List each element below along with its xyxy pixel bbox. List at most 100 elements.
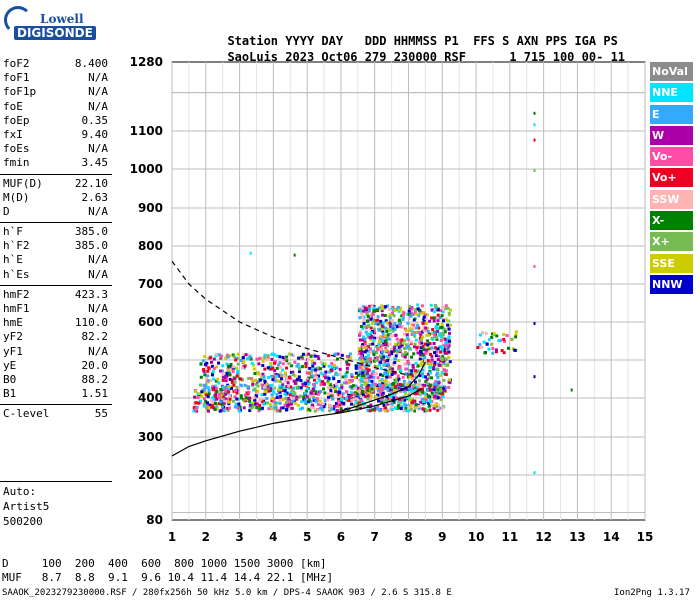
echo-point bbox=[278, 361, 282, 365]
param-key: foEs bbox=[3, 142, 30, 156]
echo-point bbox=[238, 405, 242, 409]
header-value: 279 bbox=[364, 50, 387, 64]
echo-point bbox=[407, 409, 411, 413]
echo-point bbox=[317, 378, 321, 382]
x-tick-label: 6 bbox=[337, 530, 345, 544]
echo-point bbox=[354, 391, 358, 395]
echo-point bbox=[366, 335, 370, 339]
echo-point bbox=[225, 353, 229, 357]
echo-point bbox=[402, 346, 406, 350]
echo-point bbox=[367, 384, 371, 388]
echo-point bbox=[423, 408, 427, 412]
echo-point bbox=[367, 376, 371, 380]
echo-point bbox=[366, 408, 370, 412]
echo-point bbox=[221, 395, 225, 399]
echo-point bbox=[239, 396, 243, 400]
echo-point bbox=[207, 389, 211, 393]
echo-point bbox=[433, 385, 437, 389]
echo-point bbox=[412, 323, 416, 327]
echo-point bbox=[444, 357, 448, 361]
echo-point bbox=[368, 390, 372, 394]
echo-point bbox=[289, 391, 293, 395]
echo-point bbox=[403, 403, 407, 407]
echo-point bbox=[234, 402, 238, 406]
echo-point bbox=[328, 404, 332, 408]
echo-point bbox=[211, 370, 215, 374]
echo-point bbox=[514, 335, 518, 339]
echo-point bbox=[430, 395, 434, 399]
header-value: 100 bbox=[552, 50, 575, 64]
echo-point bbox=[420, 330, 424, 334]
echo-point bbox=[428, 397, 432, 401]
echo-point bbox=[497, 339, 501, 343]
echo-point bbox=[361, 393, 365, 397]
param-row: B1 1.51 bbox=[0, 387, 112, 401]
echo-point bbox=[248, 399, 252, 403]
echo-point bbox=[365, 312, 369, 316]
echo-point bbox=[367, 379, 371, 383]
isolated-echo-point bbox=[533, 322, 536, 325]
echo-point bbox=[369, 317, 373, 321]
echo-point bbox=[381, 350, 385, 354]
echo-point bbox=[237, 409, 241, 413]
echo-point bbox=[275, 396, 279, 400]
echo-point bbox=[394, 342, 398, 346]
echo-point bbox=[382, 379, 386, 383]
echo-point bbox=[399, 341, 403, 345]
echo-point bbox=[217, 361, 221, 365]
echo-point bbox=[288, 393, 292, 397]
echo-point bbox=[313, 385, 317, 389]
x-tick-label: 1 bbox=[168, 530, 176, 544]
echo-point bbox=[410, 389, 414, 393]
echo-point bbox=[420, 397, 424, 401]
echo-point bbox=[389, 391, 393, 395]
echo-point bbox=[356, 373, 360, 377]
echo-point bbox=[198, 392, 202, 396]
echo-point bbox=[338, 372, 342, 376]
echo-point bbox=[390, 394, 394, 398]
echo-point bbox=[270, 399, 274, 403]
echo-point bbox=[312, 398, 316, 402]
echo-point bbox=[244, 396, 248, 400]
echo-point bbox=[414, 373, 418, 377]
echo-point bbox=[360, 399, 364, 403]
echo-point bbox=[226, 368, 230, 372]
auto-program: Artist5 bbox=[3, 500, 50, 513]
footer-version: Ion2Png 1.3.17 bbox=[614, 588, 690, 598]
echo-point bbox=[335, 384, 339, 388]
echo-point bbox=[230, 380, 234, 384]
echo-point bbox=[232, 355, 236, 359]
echo-point bbox=[368, 358, 372, 362]
echo-point bbox=[317, 357, 321, 361]
echo-point bbox=[418, 374, 422, 378]
echo-point bbox=[334, 352, 338, 356]
echo-point bbox=[434, 335, 438, 339]
echo-point bbox=[317, 366, 320, 370]
param-key: yE bbox=[3, 358, 17, 372]
echo-point bbox=[426, 372, 430, 376]
echo-point bbox=[408, 346, 412, 350]
echo-point bbox=[260, 356, 264, 360]
echo-point bbox=[281, 355, 285, 359]
echo-point bbox=[258, 356, 262, 360]
echo-point bbox=[491, 351, 495, 355]
echo-point bbox=[392, 381, 396, 385]
y-tick-label: 1100 bbox=[130, 124, 163, 138]
echo-point bbox=[210, 373, 214, 377]
echo-point bbox=[372, 304, 376, 308]
echo-point bbox=[336, 352, 340, 356]
echo-point bbox=[388, 342, 392, 346]
param-value: 55 bbox=[94, 407, 108, 421]
echo-point bbox=[358, 366, 362, 370]
echo-point bbox=[230, 386, 234, 390]
echo-point bbox=[252, 367, 256, 371]
echo-point bbox=[423, 383, 427, 387]
echo-point bbox=[365, 319, 369, 323]
echo-point bbox=[437, 381, 441, 385]
echo-point bbox=[410, 375, 414, 379]
echo-point bbox=[421, 353, 425, 357]
echo-point bbox=[260, 393, 264, 397]
echo-point bbox=[436, 371, 440, 375]
echo-point bbox=[424, 351, 428, 355]
y-tick-label: 700 bbox=[138, 277, 163, 291]
